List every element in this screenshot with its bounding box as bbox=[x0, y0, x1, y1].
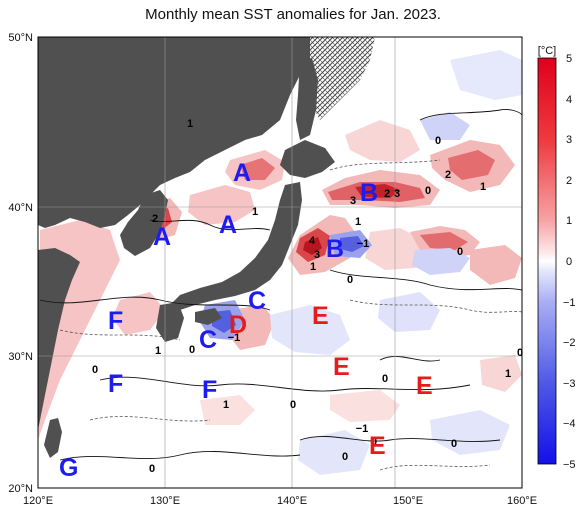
zone-label-b: B bbox=[360, 179, 379, 207]
contour-label: 2 bbox=[384, 188, 390, 200]
colorbar-tick: −5 bbox=[563, 459, 576, 471]
land-kyushu bbox=[156, 302, 184, 342]
land-hokkaido bbox=[280, 140, 335, 178]
latitude-labels: 50°N 40°N 30°N 20°N bbox=[8, 32, 33, 495]
colorbar-tick: −4 bbox=[563, 418, 576, 430]
contour-label: 3 bbox=[394, 188, 400, 200]
contour-label: 1 bbox=[187, 118, 193, 130]
land-china bbox=[38, 248, 80, 430]
lat-lon-grid bbox=[38, 37, 522, 488]
colorbar-unit: [°C] bbox=[538, 45, 556, 57]
land-sakhalin bbox=[296, 58, 318, 140]
land-honshu bbox=[170, 182, 302, 310]
colorbar-tick: 2 bbox=[566, 175, 572, 187]
lon-label-140e: 140°E bbox=[277, 495, 307, 507]
contour-label: −1 bbox=[356, 423, 369, 435]
contour-value-labels: 2 1 0 0 2 1 3 2 3 0 4 3 1 −1 1 0 0 1 0 −… bbox=[92, 118, 523, 475]
contour-label: 0 bbox=[149, 463, 155, 475]
zone-label-c: C bbox=[199, 326, 218, 354]
contour-label: 1 bbox=[355, 216, 361, 228]
contour-label: 0 bbox=[92, 364, 98, 376]
contour-label: 0 bbox=[347, 274, 353, 286]
colorbar: [°C] 5 4 3 2 1 0 −1 −2 −3 −4 −5 bbox=[537, 45, 576, 471]
colorbar-tick: 3 bbox=[566, 134, 572, 146]
land-korea bbox=[120, 190, 168, 256]
lat-label-30n: 30°N bbox=[8, 351, 33, 363]
longitude-labels: 120°E 130°E 140°E 150°E 160°E bbox=[23, 495, 537, 507]
contour-label: 0 bbox=[457, 246, 463, 258]
contour-label: 4 bbox=[309, 235, 316, 247]
zone-label-e: E bbox=[312, 302, 329, 330]
lon-label-120e: 120°E bbox=[23, 495, 53, 507]
zone-label-c: C bbox=[248, 287, 267, 315]
colorbar-tick: −1 bbox=[563, 297, 576, 309]
zone-label-b: B bbox=[326, 235, 345, 263]
contour-label: 2 bbox=[152, 213, 158, 225]
contour-label: 1 bbox=[505, 368, 511, 380]
contour-label: −1 bbox=[357, 238, 370, 250]
map-title: Monthly mean SST anomalies for Jan. 2023… bbox=[145, 6, 441, 23]
zone-label-f: F bbox=[108, 370, 124, 398]
zone-label-f: F bbox=[202, 376, 218, 404]
contour-label: 0 bbox=[189, 344, 195, 356]
colorbar-tick: −2 bbox=[563, 337, 576, 349]
contour-label: 1 bbox=[252, 206, 258, 218]
land-shikoku bbox=[195, 308, 222, 325]
zone-label-d: D bbox=[229, 311, 248, 339]
contour-label: 0 bbox=[425, 185, 431, 197]
zone-label-a: A bbox=[233, 159, 252, 187]
lat-label-40n: 40°N bbox=[8, 202, 33, 214]
zone-label-g: G bbox=[59, 454, 79, 482]
lat-label-20n: 20°N bbox=[8, 483, 33, 495]
contour-label: 1 bbox=[480, 181, 486, 193]
lon-label-150e: 150°E bbox=[393, 495, 423, 507]
colorbar-tick: 1 bbox=[566, 215, 572, 227]
contour-label: 0 bbox=[435, 135, 441, 147]
zone-label-f: F bbox=[108, 307, 124, 335]
contour-label: 2 bbox=[445, 169, 451, 181]
colorbar-scale bbox=[537, 57, 557, 465]
zone-label-a: A bbox=[219, 211, 238, 239]
contour-label: 0 bbox=[371, 436, 377, 448]
contour-label: 0 bbox=[290, 399, 296, 411]
contour-label: 0 bbox=[451, 438, 457, 450]
contour-label: 0 bbox=[342, 451, 348, 463]
zero-contours bbox=[39, 109, 522, 461]
lat-label-50n: 50°N bbox=[8, 32, 33, 44]
contour-label: 1 bbox=[155, 345, 161, 357]
colorbar-tick: −3 bbox=[563, 378, 576, 390]
land-continent bbox=[38, 37, 310, 228]
map-frame bbox=[37, 36, 523, 489]
zone-label-e: E bbox=[416, 372, 433, 400]
zone-label-a: A bbox=[153, 223, 172, 251]
contour-label: 1 bbox=[310, 261, 316, 273]
contour-label: 0 bbox=[517, 347, 523, 359]
colorbar-tick: 5 bbox=[566, 53, 572, 65]
contour-label: 0 bbox=[382, 373, 388, 385]
contour-label: 1 bbox=[223, 399, 229, 411]
zone-label-e: E bbox=[333, 353, 350, 381]
lon-label-160e: 160°E bbox=[507, 495, 537, 507]
dashed-contours bbox=[59, 159, 522, 471]
contour-label: 3 bbox=[350, 195, 356, 207]
lon-label-130e: 130°E bbox=[150, 495, 180, 507]
land-taiwan bbox=[44, 418, 62, 458]
zone-label-e: E bbox=[369, 432, 386, 460]
colorbar-tick: 4 bbox=[566, 94, 572, 106]
colorbar-tick: 0 bbox=[566, 256, 572, 268]
sea-ice-hatched-area bbox=[308, 37, 375, 120]
contour-label: −1 bbox=[228, 332, 241, 344]
contour-label: 3 bbox=[314, 249, 320, 261]
